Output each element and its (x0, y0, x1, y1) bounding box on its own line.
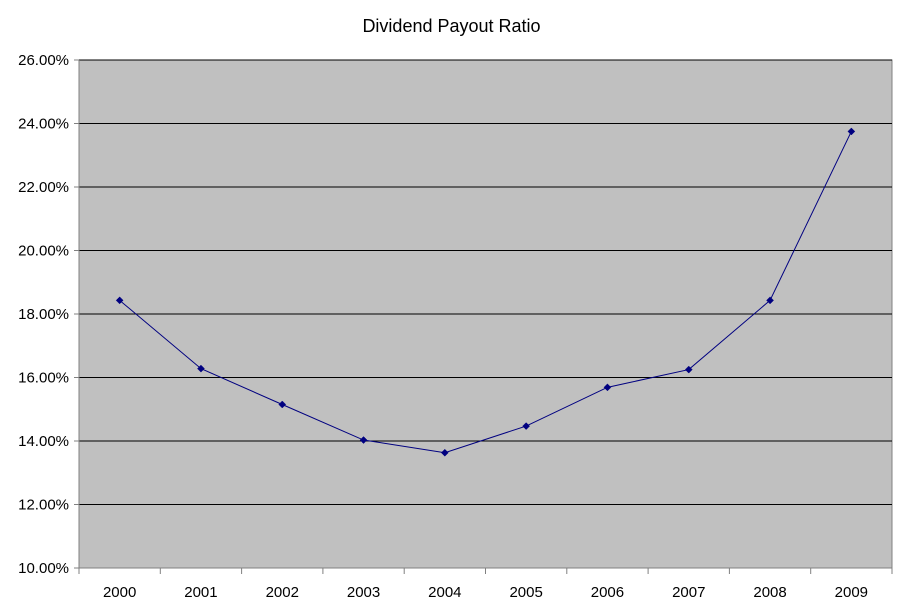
x-tick-label: 2008 (753, 584, 786, 601)
x-tick-label: 2006 (591, 584, 624, 601)
axes (74, 59, 893, 574)
series-layer (115, 127, 856, 457)
data-point-marker (197, 364, 205, 373)
y-tick-label: 18.00% (18, 306, 69, 323)
x-tick-label: 2003 (347, 584, 380, 601)
x-tick-label: 2004 (428, 584, 461, 601)
x-tick-label: 2000 (103, 584, 136, 601)
y-axis-tick-labels: 10.00% 12.00% 14.00% 16.00% 18.00% 20.00% 22.0… (18, 52, 69, 577)
y-tick-label: 14.00% (18, 433, 69, 450)
data-point-marker (359, 436, 368, 444)
y-tick-label: 24.00% (18, 116, 69, 133)
data-point-marker (603, 383, 612, 392)
chart-title: Dividend Payout Ratio (362, 16, 540, 36)
data-point-marker (278, 400, 287, 409)
data-point-marker (684, 365, 693, 374)
y-tick-label: 20.00% (18, 243, 69, 260)
data-point-marker (522, 422, 531, 430)
data-point-marker (766, 296, 774, 305)
data-point-marker (440, 448, 449, 457)
y-tick-label: 16.00% (18, 370, 69, 387)
x-axis-tick-labels: 2000 2001 2002 2003 2004 2005 2006 2007 2008 2009 (103, 584, 868, 601)
x-tick-label: 2005 (509, 584, 542, 601)
x-tick-label: 2007 (672, 584, 705, 601)
data-point-marker (115, 296, 124, 305)
y-tick-label: 26.00% (18, 52, 69, 69)
gridlines (79, 59, 892, 505)
x-tick-label: 2009 (835, 584, 868, 601)
x-tick-label: 2001 (184, 584, 217, 601)
x-tick-label: 2002 (266, 584, 299, 601)
y-tick-label: 10.00% (18, 560, 69, 577)
y-tick-label: 12.00% (18, 497, 69, 514)
data-point-marker (847, 127, 856, 136)
series-line (119, 131, 852, 454)
y-tick-label: 22.00% (18, 179, 69, 196)
